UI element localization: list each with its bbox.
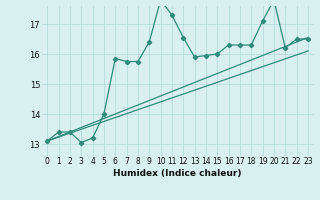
- X-axis label: Humidex (Indice chaleur): Humidex (Indice chaleur): [113, 169, 242, 178]
